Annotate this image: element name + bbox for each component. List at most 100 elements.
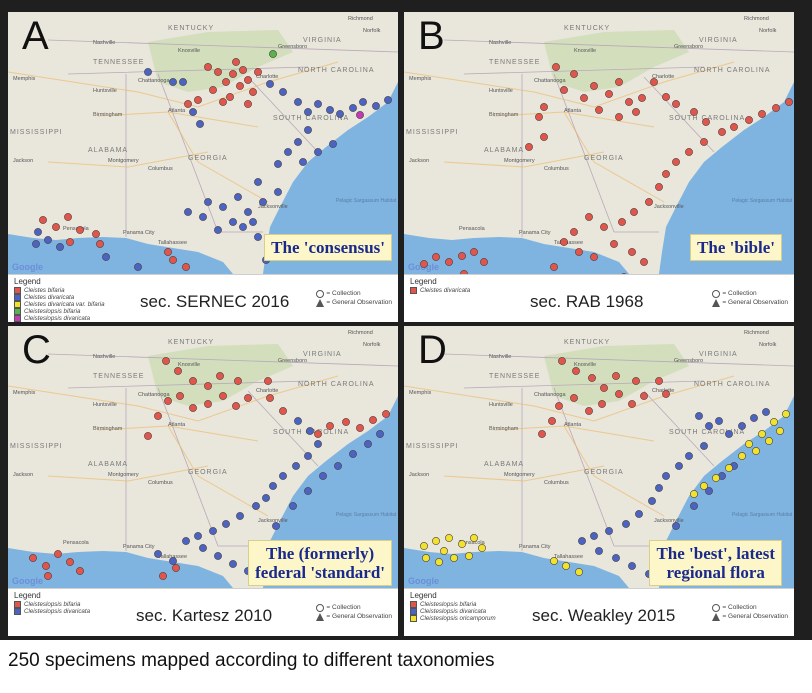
map-label: Montgomery: [108, 158, 139, 164]
specimen-marker: [209, 527, 217, 535]
specimen-marker: [445, 534, 453, 542]
map-label: Knoxville: [178, 48, 200, 54]
legend-label: Cleisteslopsis divaricata: [24, 608, 91, 615]
map-view[interactable]: KENTUCKY VIRGINIA TENNESSEE NORTH CAROLINA M…: [8, 326, 398, 588]
specimen-marker: [715, 417, 723, 425]
specimen-marker: [356, 111, 364, 119]
specimen-marker: [54, 550, 62, 558]
specimen-marker: [470, 534, 478, 542]
map-label: ALABAMA: [88, 147, 128, 154]
legend-swatch: [14, 608, 21, 615]
map-label: Charlotte: [652, 388, 674, 394]
specimen-marker: [299, 158, 307, 166]
specimen-marker: [650, 78, 658, 86]
symbol-key: = Collection = General Observation: [316, 289, 392, 307]
specimen-marker: [216, 372, 224, 380]
map-label: Panama City: [519, 230, 551, 236]
specimen-marker: [134, 263, 142, 271]
map-label: Columbus: [544, 166, 569, 172]
specimen-marker: [440, 547, 448, 555]
map-label: NORTH CAROLINA: [694, 67, 771, 74]
triangle-icon: [712, 612, 721, 621]
specimen-marker: [169, 78, 177, 86]
specimen-marker: [738, 422, 746, 430]
map-view[interactable]: KENTUCKY VIRGINIA TENNESSEE NORTH CAROLINA M…: [8, 12, 398, 274]
map-label: Memphis: [13, 390, 36, 396]
specimen-marker: [745, 440, 753, 448]
google-logo: Google: [408, 576, 439, 586]
specimen-marker: [229, 218, 237, 226]
map-label: Birmingham: [489, 112, 519, 118]
specimen-marker: [750, 414, 758, 422]
specimen-marker: [776, 427, 784, 435]
map-label: SOUTH CAROLINA: [273, 115, 349, 122]
specimen-marker: [458, 540, 466, 548]
map-label: Greensboro: [674, 44, 703, 50]
specimen-marker: [595, 106, 603, 114]
legend-label: Cleisteslopsis divaricata: [420, 608, 487, 615]
specimen-marker: [595, 547, 603, 555]
panel-b: KENTUCKY VIRGINIA TENNESSEE NORTH CAROLINA M…: [404, 12, 794, 322]
specimen-marker: [154, 412, 162, 420]
callout-line: The 'consensus': [271, 238, 385, 257]
specimen-marker: [222, 78, 230, 86]
source-label: sec. RAB 1968: [530, 292, 644, 311]
figure-caption: 250 specimens mapped according to differ…: [8, 650, 495, 671]
specimen-marker: [600, 223, 608, 231]
specimen-marker: [550, 263, 558, 271]
specimen-marker: [672, 100, 680, 108]
specimen-marker: [66, 238, 74, 246]
specimen-marker: [236, 512, 244, 520]
map-label: Columbus: [148, 166, 173, 172]
legend-swatch: [14, 315, 21, 322]
specimen-marker: [259, 198, 267, 206]
map-label: Richmond: [348, 330, 373, 336]
map-label: Pensacola: [459, 540, 486, 546]
map-label: KENTUCKY: [564, 339, 610, 346]
legend-items: Cleisteslopsis bifaria Cleisteslopsis di…: [410, 601, 496, 622]
specimen-marker: [560, 86, 568, 94]
land-area: [404, 326, 794, 588]
map-label: Knoxville: [574, 362, 596, 368]
symbol-label: = Collection: [722, 604, 757, 611]
road-lines: [404, 375, 735, 517]
symbol-observation: = General Observation: [316, 298, 392, 307]
specimen-marker: [64, 213, 72, 221]
specimen-marker: [558, 357, 566, 365]
map-label: VIRGINIA: [699, 351, 738, 358]
map-label: Atlanta: [168, 108, 186, 114]
specimen-marker: [314, 148, 322, 156]
mountain-region: [148, 30, 293, 92]
specimen-marker: [765, 437, 773, 445]
map-view[interactable]: KENTUCKY VIRGINIA TENNESSEE NORTH CAROLINA M…: [404, 12, 794, 274]
source-label: sec. Weakley 2015: [532, 606, 676, 625]
google-logo: Google: [12, 262, 43, 272]
specimen-marker: [269, 50, 277, 58]
specimen-marker: [622, 520, 630, 528]
symbol-label: = General Observation: [326, 613, 392, 620]
specimen-marker: [638, 94, 646, 102]
map-label: Tallahassee: [158, 240, 187, 246]
callout-line: The 'bible': [697, 238, 775, 257]
specimen-marker: [39, 216, 47, 224]
map-label: Columbus: [148, 480, 173, 486]
specimen-marker: [272, 522, 280, 530]
specimen-marker: [154, 550, 162, 558]
legend-item: Cleisteslopsis oricamporum: [410, 615, 496, 622]
specimen-marker: [314, 100, 322, 108]
specimen-marker: [102, 253, 110, 261]
legend-label: Cleisteslopsis divaricata: [24, 315, 91, 322]
map-label: Norfolk: [759, 342, 777, 348]
specimen-marker: [279, 88, 287, 96]
specimen-marker: [762, 408, 770, 416]
specimen-marker: [249, 218, 257, 226]
specimen-marker: [700, 482, 708, 490]
specimen-marker: [662, 93, 670, 101]
specimen-marker: [560, 238, 568, 246]
map-label: Jacksonville: [258, 518, 288, 524]
specimen-marker: [480, 258, 488, 266]
map-label: Memphis: [13, 76, 36, 82]
specimen-marker: [432, 253, 440, 261]
specimen-marker: [96, 240, 104, 248]
symbol-collection: = Collection: [316, 289, 392, 298]
